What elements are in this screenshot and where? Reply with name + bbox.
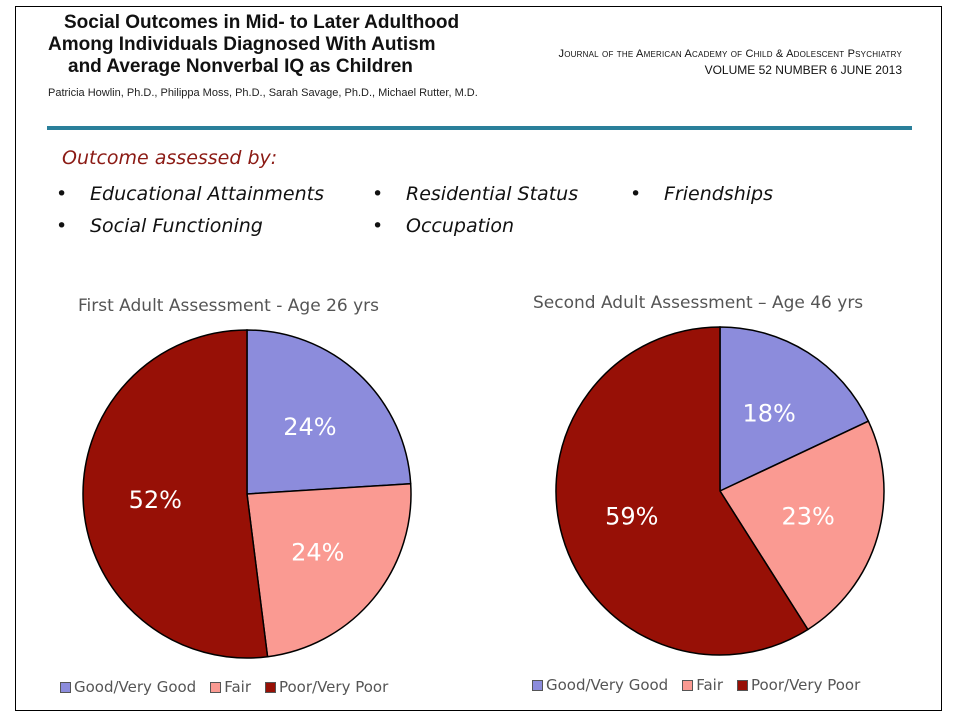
outcome-item-label: Residential Status [406,183,579,205]
chart-2-title: Second Adult Assessment – Age 46 yrs [533,293,864,313]
legend-swatch-fair [210,681,222,693]
chart-2-legend: Good/Very Good Fair Poor/Very Poor [532,676,874,694]
legend-item-fair: Fair [682,676,723,694]
legend-label: Fair [696,676,723,694]
legend-item-poor: Poor/Very Poor [264,678,389,696]
pie-label-fair: 23% [782,503,835,531]
pie-label-fair: 24% [291,539,344,567]
bullet-icon: • [56,183,68,205]
pie-label-poor: 59% [605,503,658,531]
bullet-icon: • [630,183,642,205]
title-line-2: Among Individuals Diagnosed With Autism [48,34,436,55]
chart-1-title: First Adult Assessment - Age 26 yrs [78,296,380,316]
legend-label: Good/Very Good [74,678,197,696]
legend-label: Fair [224,678,251,696]
journal-info: Journal of the American Academy of Child… [559,46,902,78]
journal-name: Journal of the American Academy of Child… [558,48,902,60]
article-title: Social Outcomes in Mid- to Later Adultho… [48,12,488,78]
pie-label-good: 24% [283,413,336,441]
bullet-icon: • [372,183,384,205]
title-line-1: Social Outcomes in Mid- to Later Adultho… [64,12,460,33]
pie-slice-poor [555,326,809,656]
legend-item-poor: Poor/Very Poor [736,676,861,694]
legend-label: Poor/Very Poor [750,676,861,694]
pie-chart-second-assessment: 18% 23% 59% [555,326,885,656]
outcome-item-friendships: • Friendships [630,183,773,205]
pie-slice-good [246,329,412,495]
pie-slice-poor [82,329,269,659]
outcome-item-social: • Social Functioning [56,215,263,237]
outcome-item-residential: • Residential Status [372,183,578,205]
outcome-item-occupation: • Occupation [372,215,514,237]
authors: Patricia Howlin, Ph.D., Philippa Moss, P… [48,87,478,99]
journal-volume: VOLUME 52 NUMBER 6 JUNE 2013 [704,63,902,77]
bullet-icon: • [56,215,68,237]
bullet-icon: • [372,215,384,237]
legend-item-good: Good/Very Good [60,678,196,696]
pie-slice-fair [246,482,412,658]
chart-1-legend: Good/Very Good Fair Poor/Very Poor [60,678,402,696]
header-divider [47,126,912,130]
outcome-item-label: Occupation [406,215,514,237]
legend-swatch-good [532,679,543,691]
pie-slice-fair [718,420,885,631]
pie-label-poor: 52% [129,486,182,514]
pie-chart-first-assessment: 24% 24% 52% [82,329,412,659]
outcome-item-label: Social Functioning [90,215,263,237]
outcome-item-label: Friendships [664,183,773,205]
legend-label: Poor/Very Poor [278,678,389,696]
legend-item-fair: Fair [210,678,251,696]
legend-item-good: Good/Very Good [532,676,668,694]
legend-swatch-fair [682,679,694,691]
legend-label: Good/Very Good [546,676,669,694]
outcome-heading: Outcome assessed by: [62,147,278,169]
outcome-item-label: Educational Attainments [90,183,325,205]
legend-swatch-good [60,681,71,693]
outcome-item-educational: • Educational Attainments [56,183,324,205]
pie-slice-good [719,326,870,493]
legend-swatch-poor [736,679,748,691]
pie-label-good: 18% [743,400,796,428]
title-line-3: and Average Nonverbal IQ as Children [68,56,413,77]
legend-swatch-poor [264,681,276,693]
